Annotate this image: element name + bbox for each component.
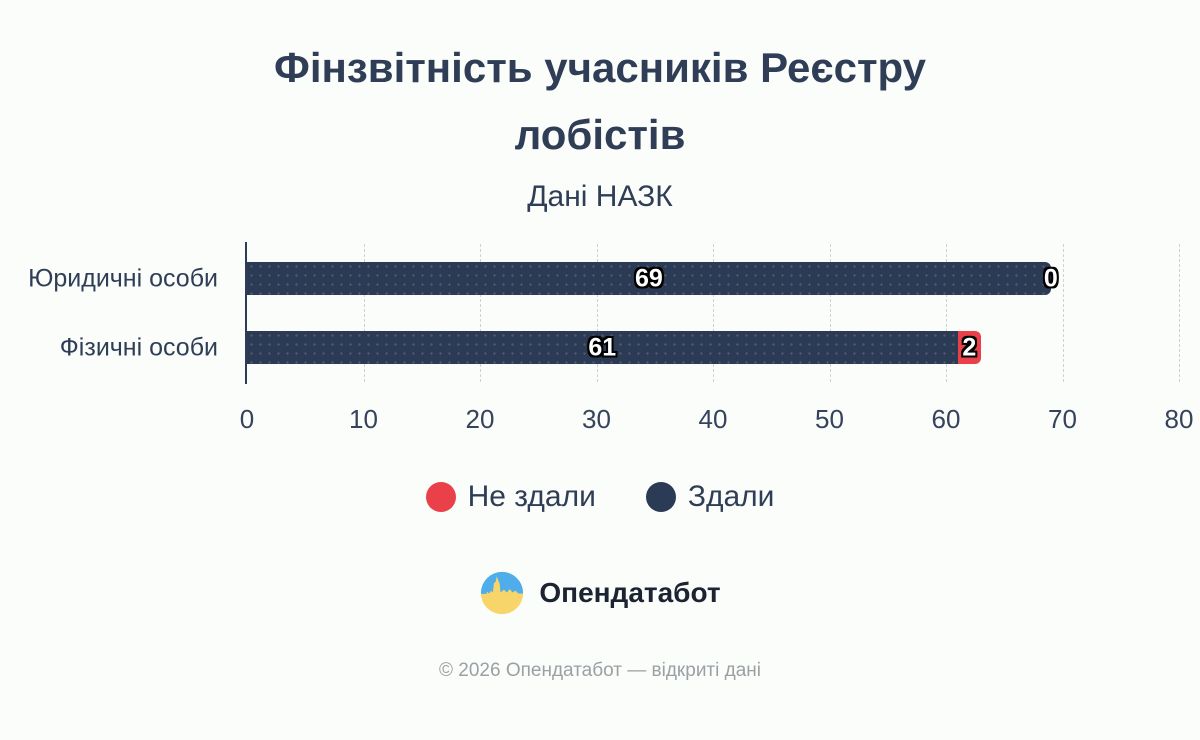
data-label-filed: 61	[588, 333, 617, 362]
gridline	[1179, 244, 1180, 383]
x-tick-label: 50	[815, 404, 844, 435]
data-label-not-filed: 2	[962, 333, 977, 362]
chart-subtitle: Дані НАЗК	[527, 180, 673, 214]
category-label: Юридичні особи	[28, 264, 218, 293]
x-tick-label: 40	[698, 404, 728, 435]
category-axis: Юридичні особи Фізичні особи	[0, 244, 218, 384]
brand-name: Опендатабот	[539, 577, 721, 609]
gridline	[1062, 244, 1064, 383]
chart-title: Фінзвітність учасників Реєстру лобістів	[273, 44, 926, 159]
bar-individuals	[247, 331, 981, 365]
opendatabot-logo-icon	[481, 572, 524, 615]
gridline	[363, 244, 365, 383]
header: Фінзвітність учасників Реєстру лобістів …	[0, 0, 1200, 214]
x-tick-label: 0	[239, 404, 255, 435]
legend-marker-navy-icon	[645, 482, 676, 513]
segment-filed	[247, 331, 958, 365]
data-label-filed: 69	[635, 264, 663, 293]
x-axis: 0 10 20 30 40 50 60 70 80	[240, 404, 1194, 436]
x-tick-label: 30	[582, 404, 611, 435]
gridline	[480, 244, 481, 383]
legend: Не здали Здали	[0, 480, 1200, 514]
x-tick-label: 60	[931, 404, 961, 435]
x-tick-label: 20	[465, 404, 495, 435]
legend-marker-red-icon	[425, 482, 456, 513]
bar-legal-entities	[247, 262, 1051, 296]
x-tick-label: 10	[349, 404, 378, 435]
x-tick-label: 70	[1048, 404, 1077, 435]
plot-area: 69 0 61 2	[245, 242, 1180, 385]
legend-item-filed: Здали	[645, 480, 775, 514]
legend-item-not-filed: Не здали	[425, 480, 596, 514]
brand-row: Опендатабот	[0, 570, 1200, 616]
category-label: Фізичні особи	[59, 333, 218, 362]
copyright-text: © 2026 Опендатабот — відкриті дані	[439, 660, 761, 682]
x-tick-label: 80	[1164, 404, 1194, 435]
gridline	[829, 244, 831, 383]
legend-label: Не здали	[467, 480, 596, 514]
data-label-not-filed: 0	[1043, 264, 1058, 293]
gridline	[946, 244, 947, 383]
gridline	[596, 244, 598, 383]
bar-chart: Юридичні особи Фізичні особи 69 0 61 2 0 10 20…	[0, 242, 1200, 450]
y-axis-line	[245, 242, 247, 385]
segment-filed	[247, 262, 1051, 296]
legend-label: Здали	[687, 480, 775, 514]
segment-not-filed	[957, 331, 981, 365]
gridline	[713, 244, 714, 383]
